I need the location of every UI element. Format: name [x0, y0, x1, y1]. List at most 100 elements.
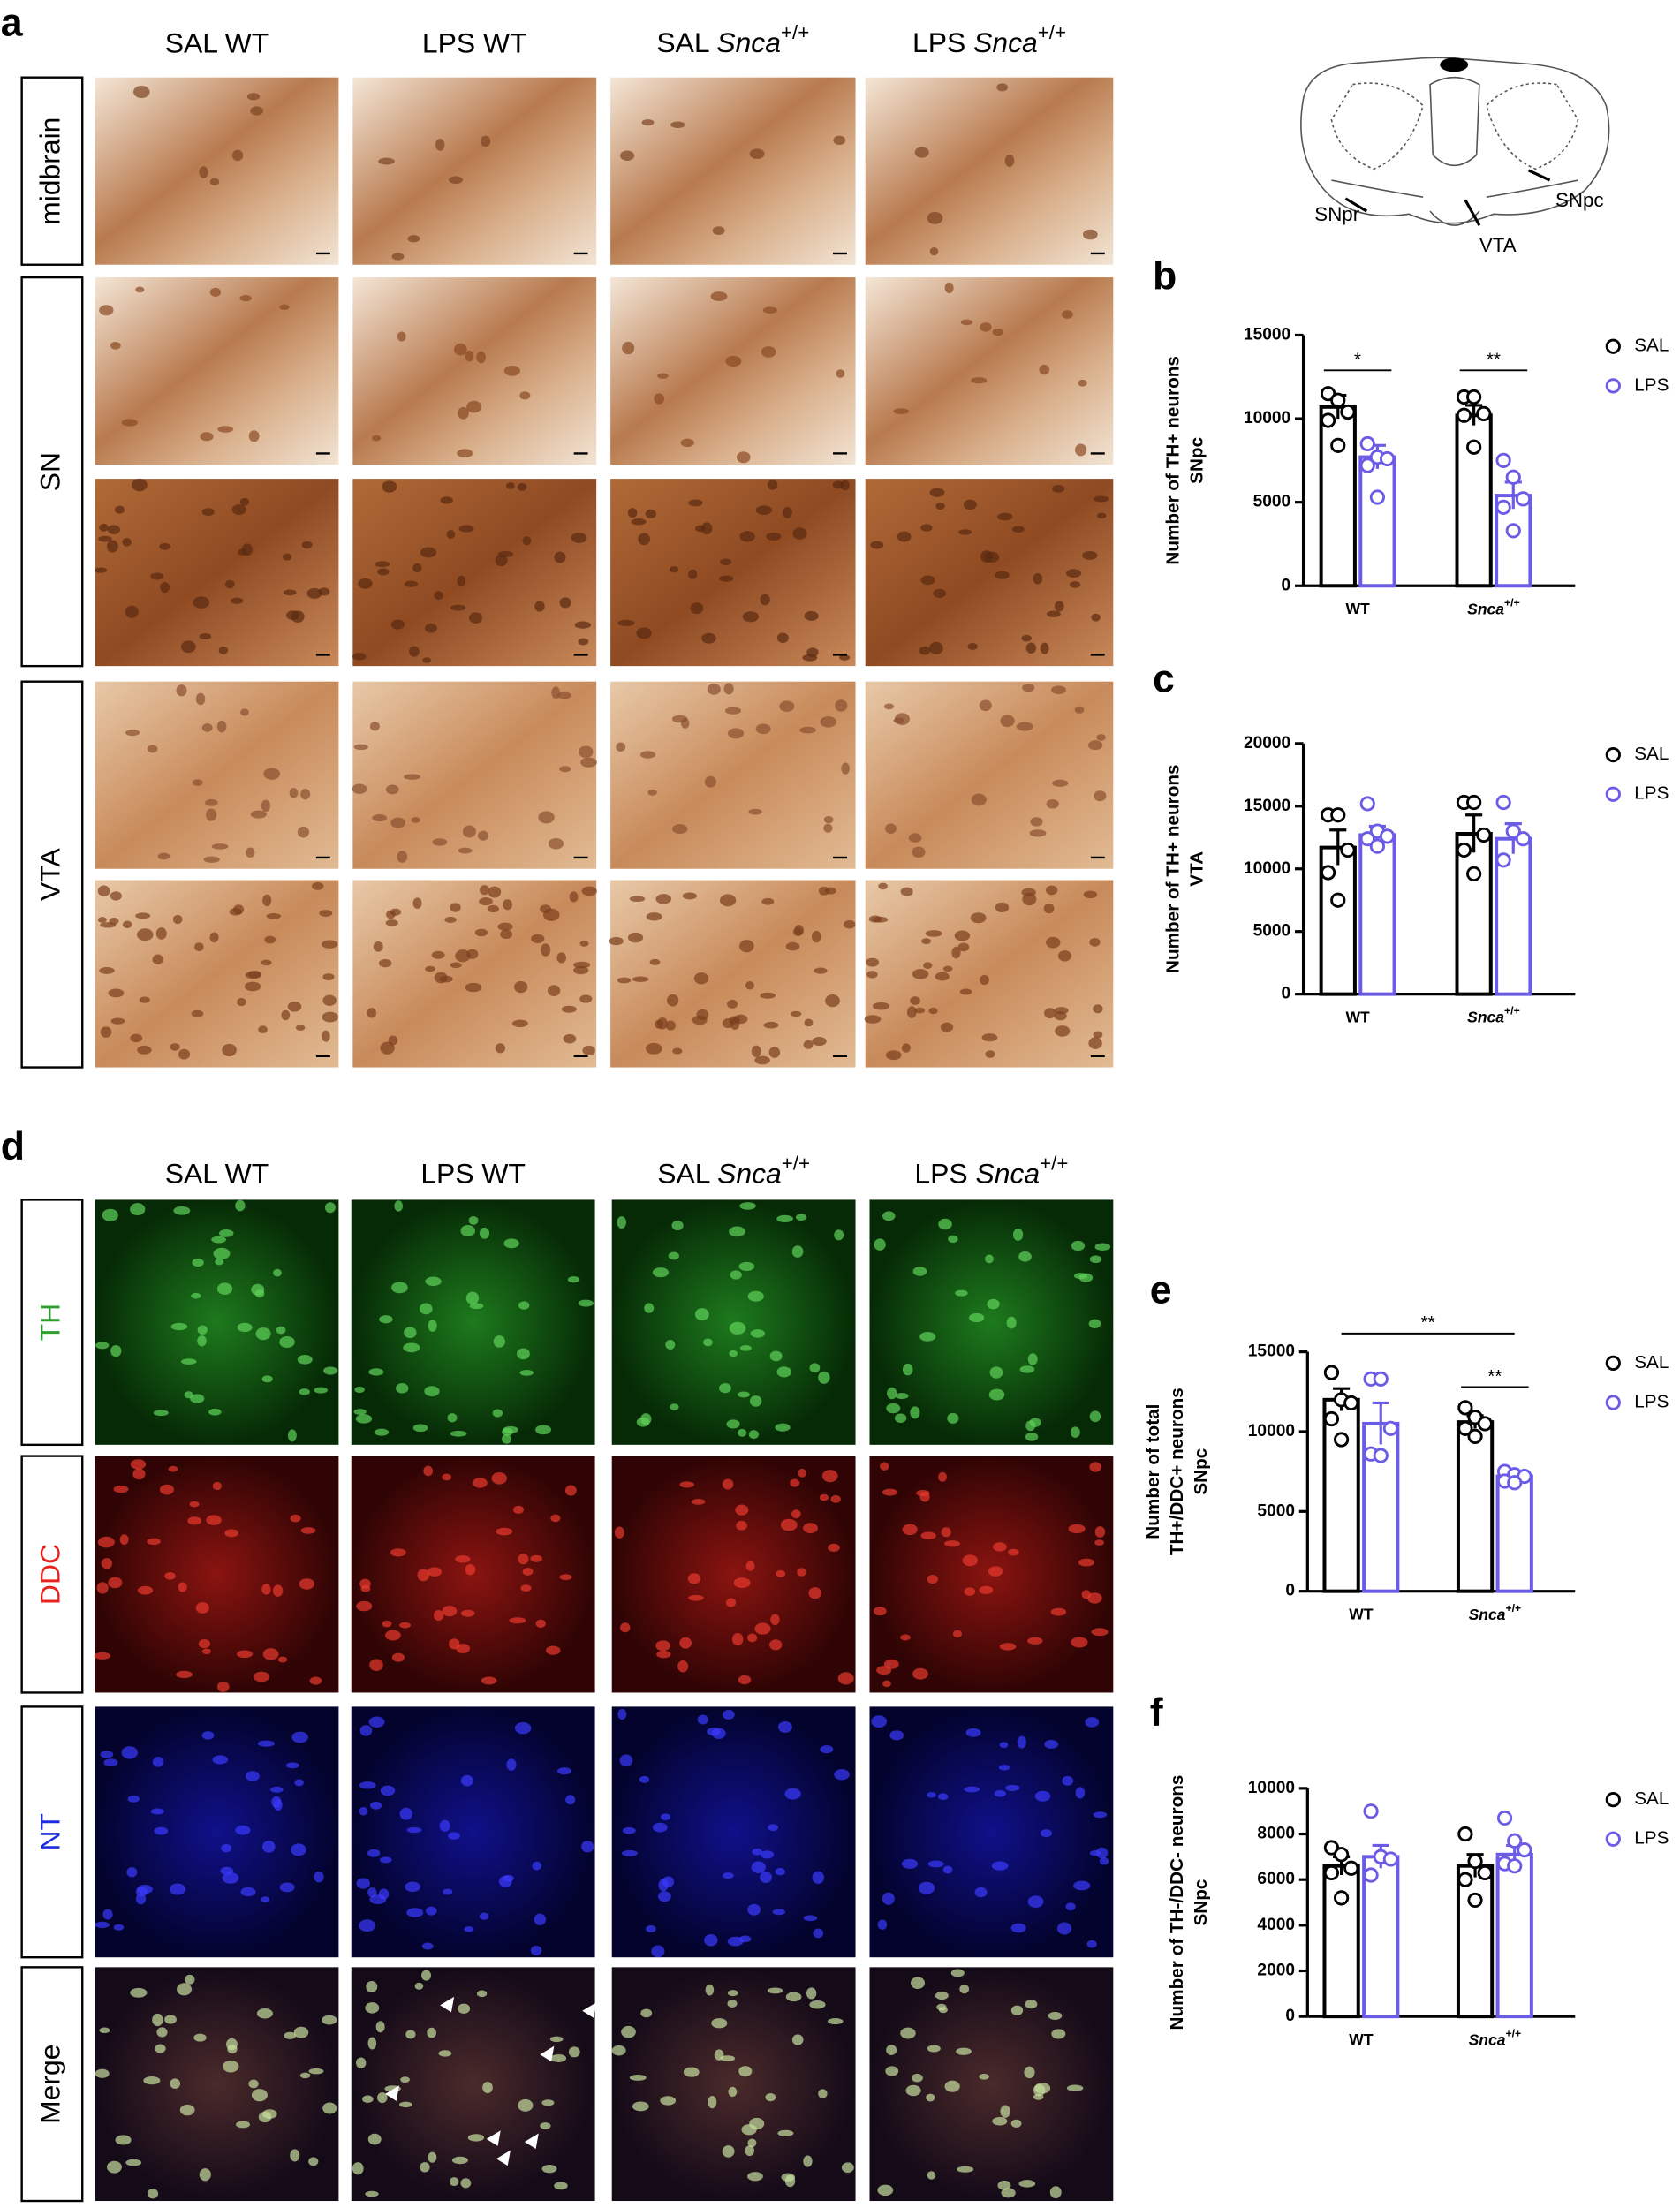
cell [173, 1206, 191, 1215]
cell [170, 1043, 180, 1051]
cell [284, 2031, 297, 2040]
cell [619, 1754, 633, 1767]
cell [262, 1648, 279, 1660]
cell [707, 683, 721, 695]
cell [465, 1564, 476, 1576]
cell [631, 518, 647, 526]
cell [761, 1850, 775, 1859]
cell [538, 811, 555, 824]
cell [1062, 1775, 1074, 1786]
cell [556, 1767, 572, 1775]
x-tick-label: Snca+/+ [1469, 2028, 1522, 2048]
data-point [1379, 828, 1396, 844]
cell [99, 2027, 110, 2034]
cell [622, 341, 635, 355]
cell [433, 1609, 444, 1622]
cell [912, 969, 929, 979]
cell [751, 1861, 766, 1873]
cell [110, 1017, 125, 1025]
arrowhead [385, 2085, 399, 2101]
cell [998, 1765, 1010, 1771]
cell [98, 535, 112, 542]
cell [103, 1758, 118, 1767]
cell [919, 1331, 936, 1342]
cell [1027, 1895, 1044, 1908]
cell [322, 994, 337, 1006]
cell [728, 728, 745, 739]
cell [720, 558, 732, 566]
cell [616, 742, 626, 752]
cell [728, 2086, 738, 2098]
cell [172, 914, 183, 925]
cell [239, 295, 252, 302]
cell [262, 2109, 277, 2119]
cell [928, 1007, 938, 1015]
cell [725, 355, 742, 367]
legend-marker [1605, 378, 1621, 394]
cell [450, 604, 465, 611]
cell [439, 975, 453, 983]
cell [369, 722, 380, 731]
cell [1091, 613, 1101, 622]
cell [209, 178, 220, 185]
cell [620, 150, 635, 161]
cell [578, 638, 589, 646]
cell [979, 699, 992, 712]
cell [970, 912, 987, 924]
data-point [1476, 827, 1492, 843]
y-tick-label: 4000 [1257, 1916, 1295, 1934]
cell [791, 2034, 804, 2045]
cell [563, 1033, 577, 1044]
cell [834, 1229, 844, 1241]
y-tick-label: 15000 [1248, 1342, 1295, 1361]
cell [873, 1607, 887, 1616]
cell [581, 886, 597, 896]
cell [434, 591, 443, 601]
y-axis-label: Number of TH+ neurons [1162, 764, 1183, 973]
cell [658, 1891, 671, 1902]
cell [385, 784, 399, 795]
cell [979, 2073, 989, 2080]
cell [211, 1236, 226, 1244]
micrograph [351, 1199, 595, 1445]
cell [226, 2038, 238, 2051]
cell [542, 908, 560, 921]
cell [980, 974, 989, 986]
cell [1099, 1856, 1109, 1865]
cell [971, 377, 988, 384]
cell [147, 745, 158, 753]
cell [735, 1504, 749, 1516]
cell [999, 1643, 1017, 1651]
cell [143, 2076, 161, 2085]
cell [887, 1387, 897, 1400]
cell [985, 1254, 994, 1264]
cell [126, 1867, 138, 1878]
cell [614, 1526, 624, 1539]
cell [926, 2093, 935, 2102]
cell [390, 1548, 406, 1557]
cell [1051, 685, 1067, 695]
cell [956, 2047, 972, 2055]
cell [545, 1645, 561, 1655]
data-point [1333, 1847, 1350, 1863]
cell [306, 587, 322, 599]
cell [719, 575, 734, 582]
cell [660, 1813, 671, 1820]
column-header: LPS WT [422, 26, 527, 58]
cell [453, 343, 467, 356]
cell [195, 692, 206, 706]
cell [964, 1587, 976, 1596]
cell [874, 1238, 886, 1251]
cell [767, 1987, 783, 1994]
cell [468, 1215, 479, 1225]
cell [155, 2044, 166, 2053]
cell [457, 575, 466, 587]
cell [368, 1716, 385, 1728]
cell [727, 1990, 738, 1997]
cell [369, 1894, 387, 1905]
cell [775, 1868, 785, 1876]
cell [427, 1567, 443, 1577]
cell [665, 1339, 676, 1350]
cell [682, 892, 697, 900]
